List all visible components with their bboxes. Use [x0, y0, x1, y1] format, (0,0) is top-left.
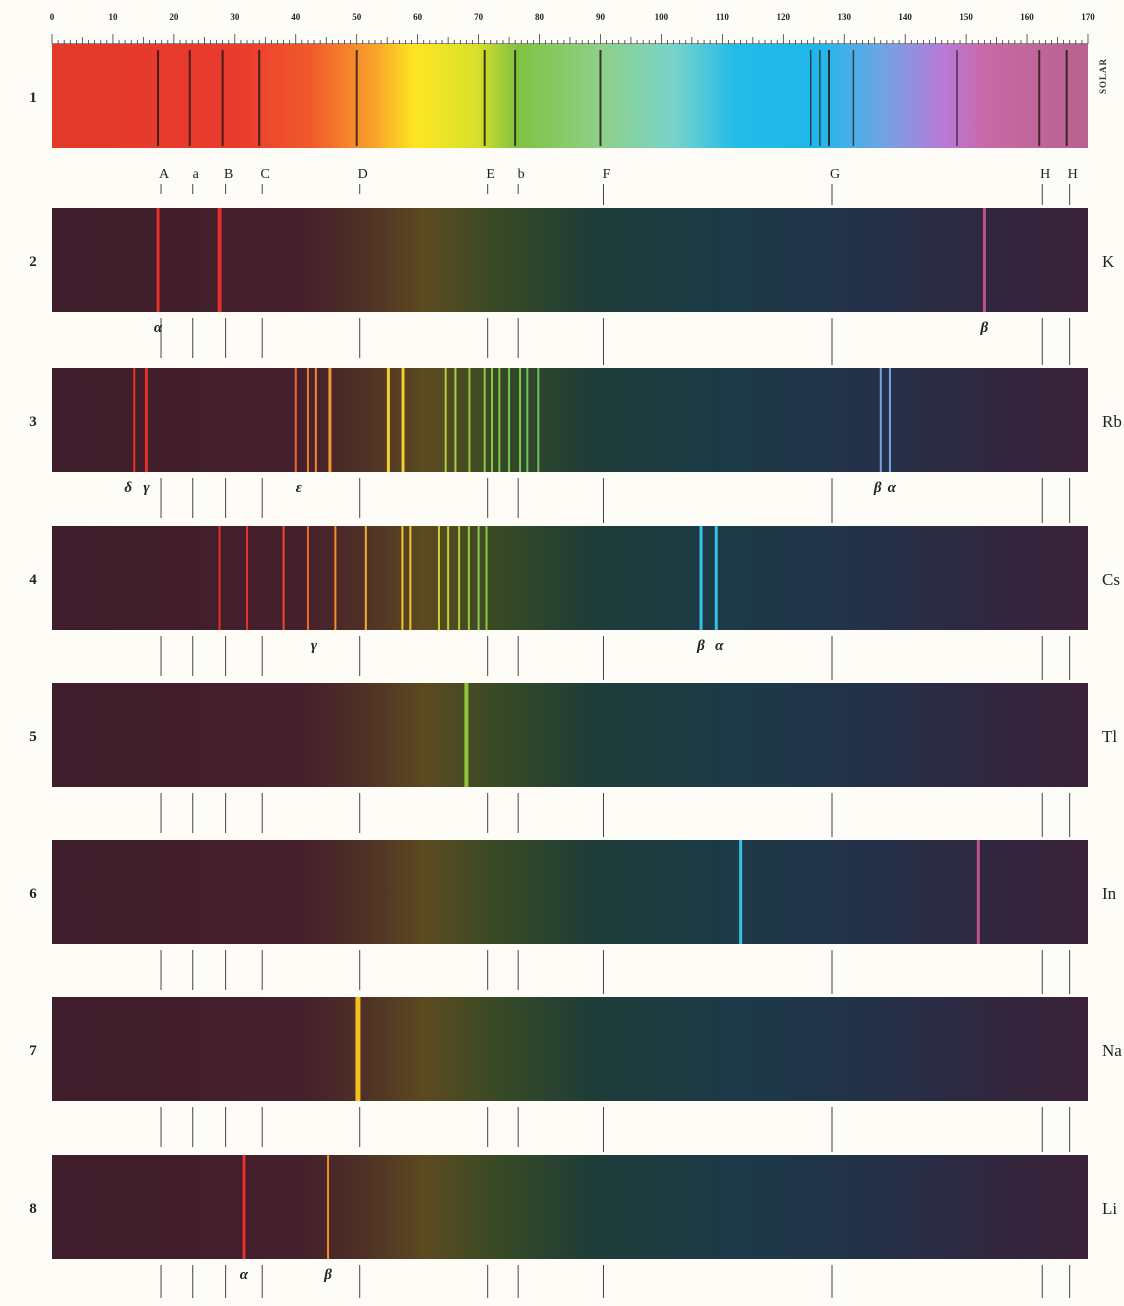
scale-tick-label: 170 — [1081, 12, 1095, 22]
spectrum-number: 2 — [29, 254, 37, 270]
fraunhofer-label: D — [358, 167, 368, 182]
scale-tick-label: 130 — [837, 12, 851, 22]
spectrum-band-2 — [52, 208, 1088, 312]
line-label: β — [696, 638, 705, 654]
scale-tick-label: 110 — [716, 12, 730, 22]
element-symbol: Li — [1102, 1199, 1117, 1218]
fraunhofer-label: a — [193, 167, 200, 182]
scale-tick-label: 60 — [413, 12, 423, 22]
scale-tick-label: 40 — [291, 12, 301, 22]
line-label: δ — [124, 480, 132, 496]
spectrum-band-3 — [52, 368, 1088, 472]
fraunhofer-label: H — [1068, 167, 1078, 182]
element-symbol: K — [1102, 252, 1115, 271]
fraunhofer-label: E — [486, 167, 495, 182]
spectrum-number: 8 — [29, 1201, 37, 1217]
line-label: β — [980, 320, 989, 336]
fraunhofer-label: G — [830, 167, 840, 182]
solar-side-label: SOLAR — [1098, 58, 1108, 95]
scale-tick-label: 80 — [535, 12, 545, 22]
scale-tick-label: 140 — [898, 12, 912, 22]
spectrum-number: 4 — [29, 572, 37, 588]
line-label: β — [873, 480, 882, 496]
element-symbol: In — [1102, 884, 1117, 903]
fraunhofer-label: b — [518, 167, 525, 182]
fraunhofer-label: A — [159, 167, 170, 182]
spectrum-number: 7 — [29, 1043, 37, 1059]
scale-tick-label: 150 — [959, 12, 973, 22]
line-label: β — [323, 1267, 332, 1283]
spectra-bands — [52, 44, 1088, 1259]
element-symbol: Na — [1102, 1041, 1122, 1060]
scale-tick-label: 30 — [230, 12, 240, 22]
fraunhofer-label: F — [603, 167, 611, 182]
reference-guides — [160, 184, 1071, 1298]
spectrum-number: 6 — [29, 886, 37, 902]
element-symbol: Rb — [1102, 412, 1122, 431]
fraunhofer-label: H — [1040, 167, 1050, 182]
spectrum-band-8 — [52, 1155, 1088, 1259]
fraunhofer-label: C — [261, 167, 270, 182]
scale-tick-label: 20 — [169, 12, 179, 22]
line-label: α — [888, 480, 897, 496]
scale-tick-label: 70 — [474, 12, 484, 22]
scale-tick-label: 100 — [655, 12, 669, 22]
scale-tick-label: 10 — [108, 12, 118, 22]
scale-tick-label: 120 — [777, 12, 791, 22]
scale-tick-label: 0 — [50, 12, 55, 22]
spectrum-number: 3 — [29, 414, 37, 430]
spectrum-band-7 — [52, 997, 1088, 1101]
spectrum-band-4 — [52, 526, 1088, 630]
line-label: γ — [143, 480, 150, 496]
element-symbol: Tl — [1102, 727, 1117, 746]
scale-tick-label: 160 — [1020, 12, 1034, 22]
spectrum-number: 5 — [29, 729, 37, 745]
line-label: α — [240, 1267, 249, 1283]
spectrum-number: 1 — [29, 90, 37, 106]
spectrum-band-5 — [52, 683, 1088, 787]
spectrum-band-1 — [52, 44, 1088, 148]
scale-tick-label: 50 — [352, 12, 362, 22]
fraunhofer-label: B — [224, 167, 233, 182]
element-symbol: Cs — [1102, 570, 1120, 589]
line-label: α — [715, 638, 724, 654]
line-label: ε — [296, 480, 303, 496]
line-label: γ — [311, 638, 318, 654]
line-label: α — [154, 320, 163, 336]
scale-tick-label: 90 — [596, 12, 606, 22]
scale-ruler: 0 10 20 30 40 50 60 70 80 90 100 110 120 130 140 150 160… — [50, 12, 1095, 45]
spectrum-band-6 — [52, 840, 1088, 944]
